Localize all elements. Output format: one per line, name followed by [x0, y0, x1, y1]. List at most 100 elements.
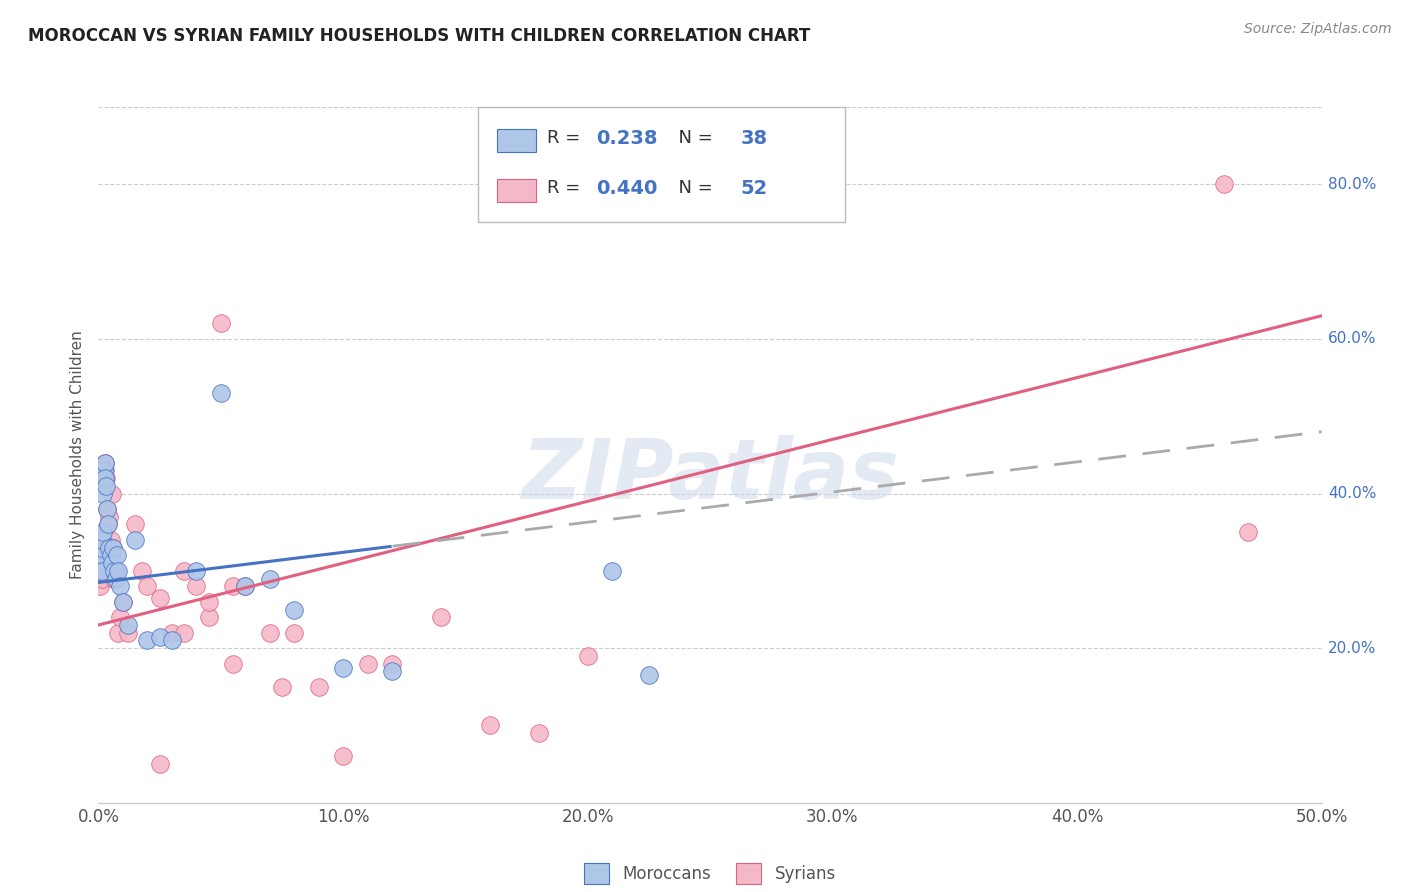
- Point: [93, 456, 115, 470]
- Point: [94, 479, 117, 493]
- Point: [90, 541, 112, 555]
- Point: [101, 541, 124, 555]
- Point: [97, 517, 120, 532]
- Point: [197, 610, 219, 624]
- Text: N =: N =: [668, 129, 718, 147]
- Point: [332, 749, 354, 764]
- Point: [160, 633, 183, 648]
- Point: [89, 564, 111, 578]
- Point: [93, 463, 115, 477]
- Point: [576, 648, 599, 663]
- Point: [131, 564, 153, 578]
- Text: 60.0%: 60.0%: [1327, 332, 1376, 346]
- Point: [94, 463, 117, 477]
- Point: [186, 579, 208, 593]
- Point: [270, 680, 294, 694]
- Point: [97, 517, 120, 532]
- Point: [91, 525, 114, 540]
- Point: [332, 660, 354, 674]
- Y-axis label: Family Households with Children: Family Households with Children: [69, 331, 84, 579]
- Point: [98, 541, 121, 555]
- Point: [96, 502, 118, 516]
- Point: [110, 579, 132, 593]
- Point: [527, 726, 550, 740]
- Point: [283, 625, 305, 640]
- Point: [100, 549, 122, 563]
- Point: [117, 625, 139, 640]
- Point: [381, 657, 404, 671]
- Point: [173, 625, 195, 640]
- Point: [136, 633, 159, 648]
- Point: [149, 591, 172, 605]
- Point: [233, 579, 256, 593]
- Text: ZIPatlas: ZIPatlas: [522, 435, 898, 516]
- Point: [89, 579, 111, 593]
- Point: [90, 541, 112, 555]
- Text: 0.440: 0.440: [596, 179, 658, 198]
- FancyBboxPatch shape: [498, 129, 536, 152]
- Point: [259, 572, 281, 586]
- Point: [600, 564, 623, 578]
- Text: MOROCCAN VS SYRIAN FAMILY HOUSEHOLDS WITH CHILDREN CORRELATION CHART: MOROCCAN VS SYRIAN FAMILY HOUSEHOLDS WIT…: [28, 27, 810, 45]
- Point: [94, 471, 117, 485]
- Point: [91, 572, 114, 586]
- Point: [209, 386, 232, 401]
- Point: [90, 564, 112, 578]
- Point: [103, 564, 125, 578]
- Point: [101, 556, 124, 570]
- Point: [90, 556, 112, 570]
- Point: [98, 509, 121, 524]
- Text: R =: R =: [547, 129, 586, 147]
- Point: [91, 533, 114, 547]
- Point: [111, 595, 134, 609]
- Point: [91, 533, 114, 547]
- Text: 38: 38: [741, 128, 768, 148]
- Point: [93, 525, 115, 540]
- Point: [93, 456, 115, 470]
- Point: [107, 625, 129, 640]
- Point: [101, 541, 124, 555]
- Point: [1212, 178, 1234, 192]
- Point: [124, 517, 146, 532]
- Text: R =: R =: [547, 179, 586, 197]
- Point: [283, 602, 305, 616]
- Point: [356, 657, 378, 671]
- Point: [101, 486, 124, 500]
- Point: [91, 486, 114, 500]
- Point: [105, 549, 128, 563]
- Point: [222, 579, 245, 593]
- Point: [124, 533, 146, 547]
- Point: [637, 668, 661, 682]
- Point: [430, 610, 453, 624]
- Point: [96, 502, 118, 516]
- Point: [103, 572, 125, 586]
- Text: 20.0%: 20.0%: [1327, 640, 1376, 656]
- Text: 0.238: 0.238: [596, 128, 658, 148]
- Point: [100, 533, 122, 547]
- Point: [1237, 525, 1260, 540]
- Point: [90, 549, 112, 563]
- Point: [104, 572, 127, 586]
- Point: [107, 564, 129, 578]
- Point: [149, 757, 172, 772]
- Point: [91, 541, 114, 555]
- Point: [111, 595, 134, 609]
- Point: [160, 625, 183, 640]
- Point: [110, 610, 132, 624]
- Text: Source: ZipAtlas.com: Source: ZipAtlas.com: [1244, 22, 1392, 37]
- Point: [222, 657, 245, 671]
- Text: 40.0%: 40.0%: [1327, 486, 1376, 501]
- Point: [89, 556, 111, 570]
- Point: [233, 579, 256, 593]
- Text: N =: N =: [668, 179, 718, 197]
- Point: [209, 317, 232, 331]
- Point: [104, 564, 127, 578]
- Point: [90, 549, 112, 563]
- Point: [186, 564, 208, 578]
- Text: 80.0%: 80.0%: [1327, 177, 1376, 192]
- Point: [173, 564, 195, 578]
- Point: [149, 630, 172, 644]
- FancyBboxPatch shape: [478, 107, 845, 222]
- Point: [308, 680, 330, 694]
- Legend: Moroccans, Syrians: Moroccans, Syrians: [576, 855, 844, 892]
